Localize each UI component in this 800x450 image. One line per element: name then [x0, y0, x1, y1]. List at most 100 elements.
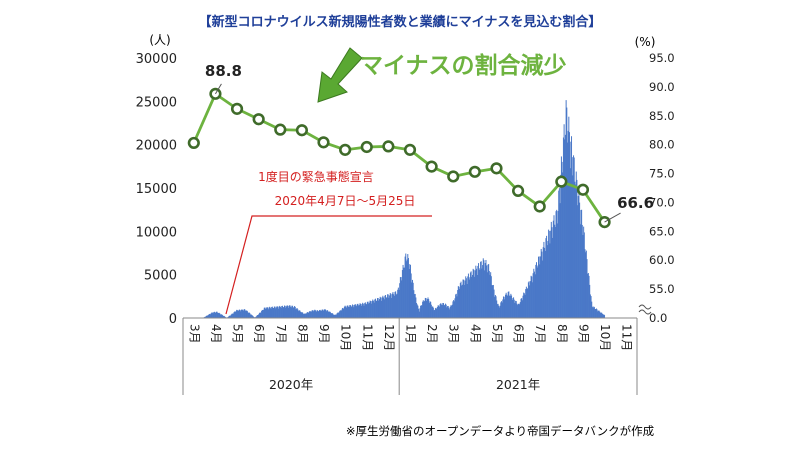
case-bar [274, 306, 276, 318]
case-bar [313, 310, 315, 318]
case-bar [432, 307, 434, 318]
case-bar [283, 305, 285, 318]
case-bar [372, 299, 374, 318]
case-bar [399, 283, 401, 318]
case-bar [267, 307, 269, 318]
case-bar [344, 305, 346, 318]
case-bar [230, 315, 232, 318]
case-bar [493, 289, 495, 318]
case-bar [212, 313, 214, 318]
case-bar [473, 269, 475, 318]
case-bar [511, 295, 513, 318]
case-bar [311, 310, 313, 318]
left-tick-label: 0 [169, 312, 177, 327]
case-bar [224, 316, 226, 318]
case-bar [438, 306, 440, 318]
case-bar [236, 309, 238, 318]
case-bar [247, 312, 249, 318]
share-point [447, 170, 460, 183]
case-bar [208, 314, 210, 318]
case-bar [507, 295, 509, 318]
case-bar [533, 268, 535, 318]
case-bar [335, 314, 337, 318]
emergency-leader-line [225, 215, 432, 315]
month-tick-label: 7月 [533, 324, 547, 344]
case-bar [352, 304, 354, 318]
case-bar [379, 296, 381, 318]
case-bar [288, 307, 290, 318]
case-bar [531, 276, 533, 318]
case-bar [250, 314, 252, 318]
month-tick-label: 9月 [576, 324, 590, 344]
case-bar [455, 294, 457, 318]
case-bar [529, 285, 531, 318]
case-bar [548, 230, 550, 318]
case-bar [480, 261, 482, 318]
case-bar [341, 308, 343, 318]
footnote: ※厚生労働省のオープンデータより帝国データバンクが作成 [346, 424, 655, 438]
right-tick-label: 70.0 [649, 195, 675, 209]
case-bar [558, 190, 560, 318]
case-bar [588, 275, 590, 318]
case-bar [312, 310, 314, 318]
case-bar [430, 304, 432, 318]
case-bar [547, 240, 549, 318]
left-tick-label: 10000 [136, 225, 177, 240]
case-bar [436, 306, 438, 318]
case-bar [210, 313, 212, 318]
case-bar [497, 303, 499, 318]
case-bar [363, 305, 365, 318]
case-bar [377, 298, 379, 318]
case-bar [207, 315, 209, 318]
case-bar [553, 215, 555, 318]
case-bar [279, 306, 281, 318]
case-bar [479, 269, 481, 318]
right-tick-label: 80.0 [649, 138, 675, 152]
case-bar [602, 313, 604, 318]
case-bar [552, 237, 554, 318]
case-bar [517, 303, 519, 318]
case-bar [527, 282, 529, 318]
case-bar [341, 309, 343, 318]
case-bar [381, 297, 383, 318]
case-bar [566, 142, 568, 318]
case-bar [505, 292, 507, 318]
case-bar [339, 310, 341, 318]
case-bar [364, 302, 366, 318]
case-bar [459, 283, 461, 318]
case-bar [602, 314, 604, 318]
case-bar [552, 220, 554, 318]
case-bar [440, 303, 442, 318]
case-bar [499, 305, 501, 318]
case-bar [235, 311, 237, 318]
case-bar [387, 294, 389, 318]
case-bar [430, 301, 432, 318]
share-point [468, 165, 481, 178]
case-bar [491, 285, 493, 318]
case-bar [378, 299, 380, 318]
case-bar [478, 268, 480, 318]
case-bar [476, 268, 478, 318]
case-bar [393, 294, 395, 318]
case-bar [418, 308, 420, 318]
case-bar [273, 307, 275, 318]
case-bar [559, 203, 561, 318]
case-bar [454, 298, 456, 318]
case-bar [399, 277, 401, 318]
case-bar [504, 299, 506, 318]
case-bar [565, 100, 567, 319]
case-bar [244, 310, 246, 318]
case-bar [383, 297, 385, 318]
case-bar [486, 265, 488, 318]
case-bar [476, 274, 478, 318]
year-label: 2020年 [269, 377, 313, 392]
case-bar [554, 227, 556, 318]
case-bar [420, 305, 422, 318]
case-bar [401, 280, 403, 318]
case-bar [498, 307, 500, 318]
share-point [317, 136, 330, 149]
case-bar [443, 303, 444, 318]
case-bar [503, 296, 505, 318]
